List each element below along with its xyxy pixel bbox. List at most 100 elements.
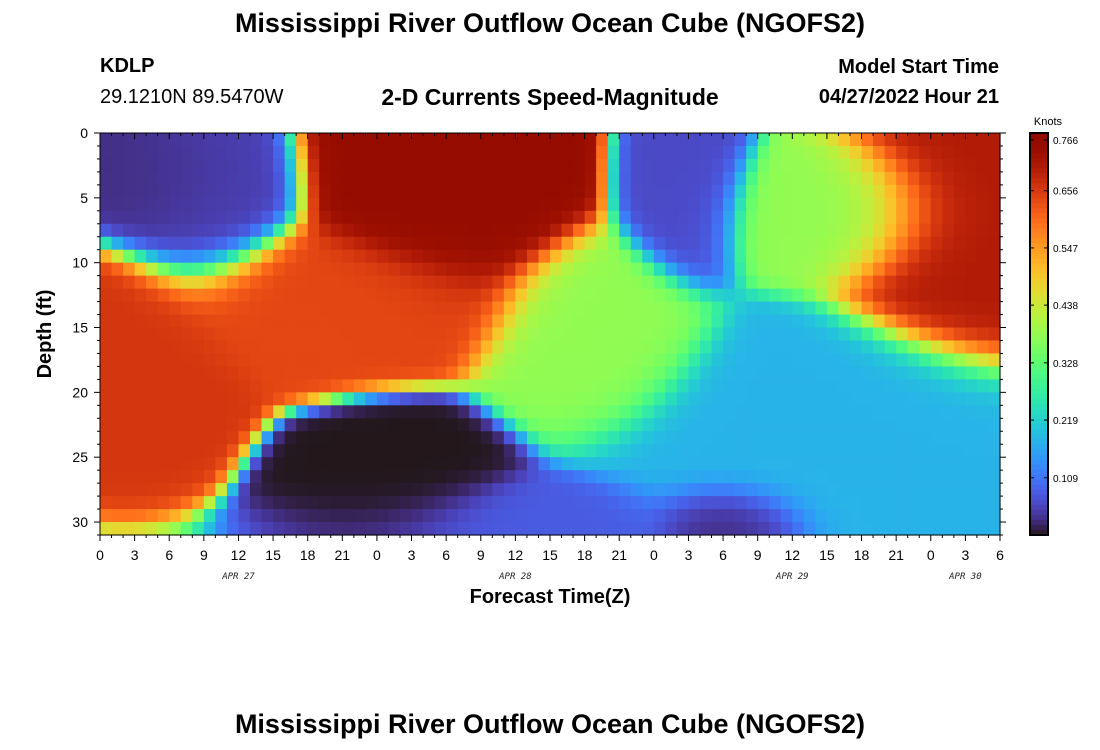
heatmap-cell: [607, 366, 620, 380]
heatmap-cell: [723, 171, 736, 186]
heatmap-cell: [480, 444, 493, 458]
heatmap-cell: [400, 509, 413, 523]
heatmap-cell: [388, 483, 401, 497]
heatmap-cell: [746, 197, 759, 212]
heatmap-cell: [284, 522, 297, 536]
heatmap-cell: [180, 509, 193, 523]
heatmap-cell: [550, 444, 563, 458]
heatmap-cell: [815, 288, 828, 303]
heatmap-cell: [492, 405, 505, 419]
heatmap-cell: [688, 275, 701, 290]
heatmap-cell: [884, 496, 897, 510]
heatmap-cell: [953, 275, 966, 290]
colorbar-swatch: [1030, 173, 1048, 179]
heatmap-cell: [769, 379, 782, 393]
heatmap-cell: [157, 288, 170, 303]
heatmap-cell: [688, 340, 701, 355]
heatmap-cell: [503, 301, 516, 316]
heatmap-cell: [780, 301, 793, 316]
heatmap-cell: [757, 392, 770, 406]
heatmap-cell: [630, 197, 643, 212]
heatmap-cell: [180, 483, 193, 497]
colorbar-swatch: [1030, 524, 1048, 531]
heatmap-cell: [226, 496, 240, 510]
heatmap-cell: [330, 327, 343, 342]
heatmap-cell: [734, 158, 747, 173]
heatmap-cell: [226, 184, 240, 199]
x-tick-label: 18: [300, 547, 316, 563]
heatmap-cell: [250, 210, 263, 225]
heatmap-cell: [907, 249, 920, 264]
heatmap-cell: [665, 262, 678, 277]
heatmap-cell: [630, 522, 643, 536]
heatmap-cell: [965, 327, 978, 342]
heatmap-cell: [561, 223, 574, 238]
heatmap-cell: [538, 509, 551, 523]
heatmap-cell: [746, 184, 759, 199]
heatmap-cell: [976, 184, 990, 199]
heatmap-cell: [584, 197, 597, 212]
heatmap-cell: [734, 327, 747, 342]
heatmap-cell: [642, 197, 655, 212]
colorbar-swatch: [1030, 233, 1048, 240]
colorbar-swatch: [1030, 409, 1048, 416]
heatmap-cell: [203, 288, 216, 303]
heatmap-cell: [411, 158, 424, 173]
heatmap-cell: [619, 496, 632, 510]
heatmap-cell: [284, 171, 297, 186]
heatmap-cell: [607, 249, 620, 264]
heatmap-cell: [538, 431, 551, 445]
heatmap-cell: [376, 184, 390, 199]
heatmap-cell: [653, 509, 666, 523]
heatmap-cell: [134, 262, 147, 277]
heatmap-cell: [780, 522, 793, 536]
heatmap-cell: [526, 275, 540, 290]
heatmap-cell: [757, 444, 770, 458]
heatmap-cell: [803, 496, 816, 510]
heatmap-cell: [734, 171, 747, 186]
heatmap-cell: [734, 431, 747, 445]
heatmap-cell: [238, 133, 251, 147]
heatmap-cell: [803, 184, 816, 199]
heatmap-cell: [919, 483, 932, 497]
heatmap-cell: [838, 340, 851, 355]
heatmap-cell: [192, 314, 205, 329]
heatmap-cell: [100, 197, 113, 212]
colorbar-swatch: [1030, 359, 1048, 365]
heatmap-cell: [446, 262, 459, 277]
heatmap-cell: [515, 197, 528, 212]
heatmap-cell: [411, 210, 424, 225]
heatmap-cell: [942, 366, 955, 380]
heatmap-cell: [365, 249, 378, 264]
heatmap-cell: [838, 327, 851, 342]
heatmap-cell: [780, 210, 793, 225]
heatmap-cell: [457, 210, 470, 225]
heatmap-cell: [976, 133, 990, 147]
heatmap-cell: [480, 249, 493, 264]
heatmap-cell: [907, 145, 920, 160]
heatmap-cell: [838, 392, 851, 406]
heatmap-cell: [919, 509, 932, 523]
heatmap-cell: [896, 133, 909, 147]
heatmap-cell: [676, 301, 690, 316]
heatmap-cell: [942, 197, 955, 212]
heatmap-cell: [573, 133, 586, 147]
heatmap-cell: [296, 197, 309, 212]
heatmap-cell: [884, 210, 897, 225]
heatmap-cell: [907, 379, 920, 393]
heatmap-cell: [526, 496, 540, 510]
heatmap-cell: [700, 483, 713, 497]
heatmap-cell: [665, 145, 678, 160]
heatmap-cell: [376, 223, 390, 238]
heatmap-cell: [307, 418, 320, 432]
heatmap-cell: [515, 301, 528, 316]
heatmap-cell: [492, 171, 505, 186]
heatmap-cell: [573, 210, 586, 225]
heatmap-cell: [157, 301, 170, 316]
heatmap-cell: [353, 236, 366, 251]
heatmap-cell: [261, 366, 274, 380]
heatmap-cell: [388, 133, 401, 147]
heatmap-cell: [619, 483, 632, 497]
heatmap-cell: [746, 418, 759, 432]
heatmap-cell: [953, 301, 966, 316]
